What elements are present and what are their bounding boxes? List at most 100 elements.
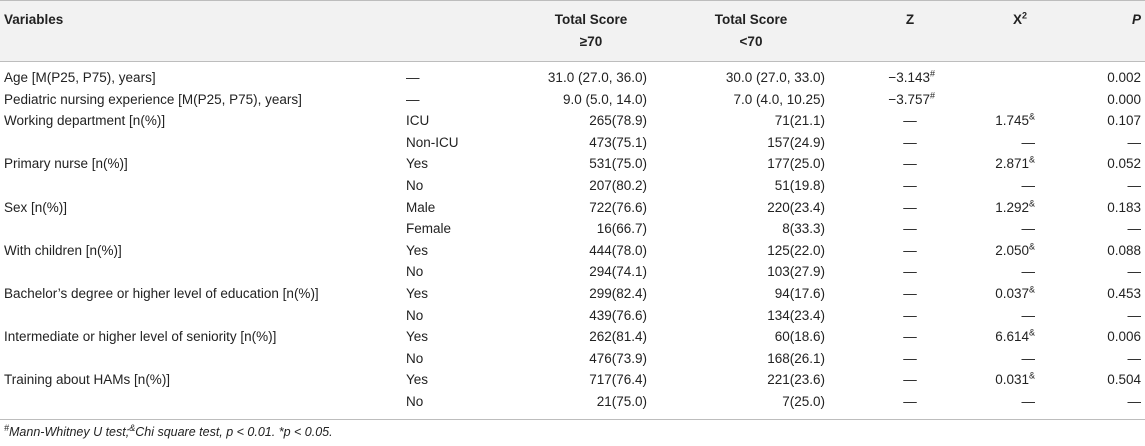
- cell-chi-square: —: [1022, 175, 1036, 196]
- cell-subgroup: No: [406, 307, 424, 323]
- cell-chi-square: 2.871&: [995, 153, 1035, 174]
- cell-total-score-low: 71(21.1): [774, 113, 825, 129]
- cell-chi-square-value: 1.745: [995, 113, 1029, 129]
- cell-variable: Age [M(P25, P75), years]: [4, 70, 156, 85]
- cell-subgroup: Male: [406, 199, 436, 215]
- cell-total-score-high: 21(75.0): [596, 394, 647, 409]
- cell-subgroup: —: [406, 70, 420, 85]
- cell-total-score-high: 265(78.9): [589, 113, 647, 129]
- cell-z: −3.143#: [888, 67, 935, 88]
- cell-chi-square-sup: &: [1028, 154, 1035, 165]
- cell-z: —: [903, 113, 917, 129]
- table-row: No 207(80.2) 51(19.8) — — —: [0, 175, 1145, 196]
- footnote-text-significance: p < 0.01. *p < 0.05.: [226, 425, 333, 439]
- table-row: Intermediate or higher level of seniorit…: [0, 326, 1145, 347]
- cell-chi-square-sup: &: [1028, 327, 1035, 338]
- cell-variable: Intermediate or higher level of seniorit…: [4, 329, 277, 345]
- cell-chi-square: —: [1022, 305, 1036, 326]
- cell-chi-square: 0.037&: [995, 283, 1035, 304]
- cell-variable: Training about HAMs [n(%)]: [4, 372, 171, 388]
- cell-z: —: [903, 156, 917, 172]
- cell-total-score-low: 94(17.6): [774, 286, 825, 301]
- cell-subgroup: Yes: [406, 242, 429, 258]
- cell-total-score-high: 473(75.1): [589, 134, 647, 150]
- header-variables: Variables: [4, 12, 64, 27]
- cell-subgroup: —: [406, 91, 420, 107]
- header-total-score-high-line1: Total Score: [554, 12, 628, 27]
- cell-chi-square: 1.292&: [995, 197, 1035, 218]
- cell-chi-square: —: [1022, 218, 1036, 239]
- cell-total-score-low: 221(23.6): [767, 372, 825, 388]
- cell-chi-square-value: 2.050: [995, 242, 1029, 258]
- cell-z: —: [903, 134, 917, 150]
- cell-variable: Sex [n(%)]: [4, 199, 68, 215]
- table-row: Pediatric nursing experience [M(P25, P75…: [0, 89, 1145, 110]
- cell-total-score-low: 30.0 (27.0, 33.0): [725, 70, 825, 85]
- cell-p-value: 0.183: [1107, 199, 1141, 215]
- header-total-score-low-line2: <70: [739, 34, 763, 49]
- header-chi-square-sup: 2: [1022, 10, 1028, 21]
- cell-subgroup: Yes: [406, 372, 429, 388]
- footnote-text-mann-whitney: Mann-Whitney U test;: [9, 425, 130, 439]
- table-header: Variables Total Score ≥70 Total Score <7…: [0, 0, 1145, 62]
- cell-chi-square: 0.031&: [995, 369, 1035, 390]
- table-row: Female 16(66.7) 8(33.3) — — —: [0, 218, 1145, 239]
- header-chi-square: X2: [1013, 9, 1027, 31]
- cell-total-score-low: 134(23.4): [767, 307, 825, 323]
- cell-p-value: 0.107: [1107, 113, 1141, 129]
- table-row: Training about HAMs [n(%)] Yes 717(76.4) 22…: [0, 369, 1145, 390]
- cell-total-score-low: 157(24.9): [767, 134, 825, 150]
- cell-chi-square-value: —: [1021, 221, 1036, 237]
- footnote-text-chi-square: Chi square test,: [135, 425, 227, 439]
- cell-chi-square-sup: &: [1028, 284, 1035, 295]
- header-chi-square-base: X: [1012, 12, 1022, 27]
- cell-chi-square: 6.614&: [995, 326, 1035, 347]
- cell-chi-square: —: [1022, 132, 1036, 153]
- cell-z: —: [903, 372, 917, 388]
- cell-p-value: —: [1127, 178, 1142, 193]
- cell-total-score-low: 168(26.1): [767, 350, 825, 366]
- cell-subgroup: Yes: [406, 156, 429, 172]
- cell-total-score-high: 299(82.4): [589, 286, 647, 301]
- cell-p-value: —: [1127, 264, 1142, 280]
- cell-total-score-high: 439(76.6): [589, 307, 647, 323]
- table-row: No 476(73.9) 168(26.1) — — —: [0, 348, 1145, 369]
- cell-total-score-high: 717(76.4): [589, 372, 647, 388]
- cell-p-value: —: [1127, 350, 1142, 366]
- cell-chi-square-value: —: [1021, 394, 1036, 409]
- cell-chi-square-value: —: [1021, 307, 1036, 323]
- cell-chi-square-sup: &: [1028, 111, 1035, 122]
- cell-chi-square: —: [1022, 261, 1036, 282]
- cell-chi-square: 1.745&: [995, 110, 1035, 131]
- cell-chi-square-value: 6.614: [995, 329, 1029, 345]
- cell-total-score-high: 207(80.2): [589, 178, 647, 193]
- cell-chi-square: —: [1022, 391, 1036, 412]
- table-row: Primary nurse [n(%)] Yes 531(75.0) 177(25.0…: [0, 153, 1145, 174]
- cell-total-score-high: 476(73.9): [589, 350, 647, 366]
- table-row: No 21(75.0) 7(25.0) — — —: [0, 391, 1145, 412]
- cell-variable: With children [n(%)]: [4, 242, 122, 258]
- cell-chi-square-value: —: [1021, 264, 1036, 280]
- cell-subgroup: No: [406, 178, 424, 193]
- cell-p-value: 0.504: [1107, 372, 1141, 388]
- table-row: With children [n(%)] Yes 444(78.0) 125(22.0…: [0, 240, 1145, 261]
- cell-chi-square-value: 0.037: [995, 286, 1029, 301]
- cell-z: —: [903, 307, 917, 323]
- cell-z: —: [903, 394, 917, 409]
- header-total-score-low-line1: Total Score: [714, 12, 788, 27]
- cell-total-score-low: 220(23.4): [767, 199, 825, 215]
- cell-z: —: [903, 199, 917, 215]
- footnote-sup-hash: #: [4, 422, 10, 433]
- cell-variable: Primary nurse [n(%)]: [4, 156, 128, 172]
- cell-p-value: —: [1127, 307, 1142, 323]
- cell-total-score-low: 7(25.0): [782, 394, 825, 409]
- cell-z-value: −3.143: [888, 70, 930, 85]
- header-z: Z: [905, 12, 915, 27]
- cell-subgroup: Non-ICU: [406, 134, 459, 150]
- cell-z: —: [903, 221, 917, 237]
- header-total-score-high: Total Score ≥70: [555, 9, 628, 53]
- cell-total-score-high: 31.0 (27.0, 36.0): [547, 70, 647, 85]
- cell-p-value: —: [1127, 394, 1142, 409]
- cell-total-score-high: 9.0 (5.0, 14.0): [562, 91, 647, 107]
